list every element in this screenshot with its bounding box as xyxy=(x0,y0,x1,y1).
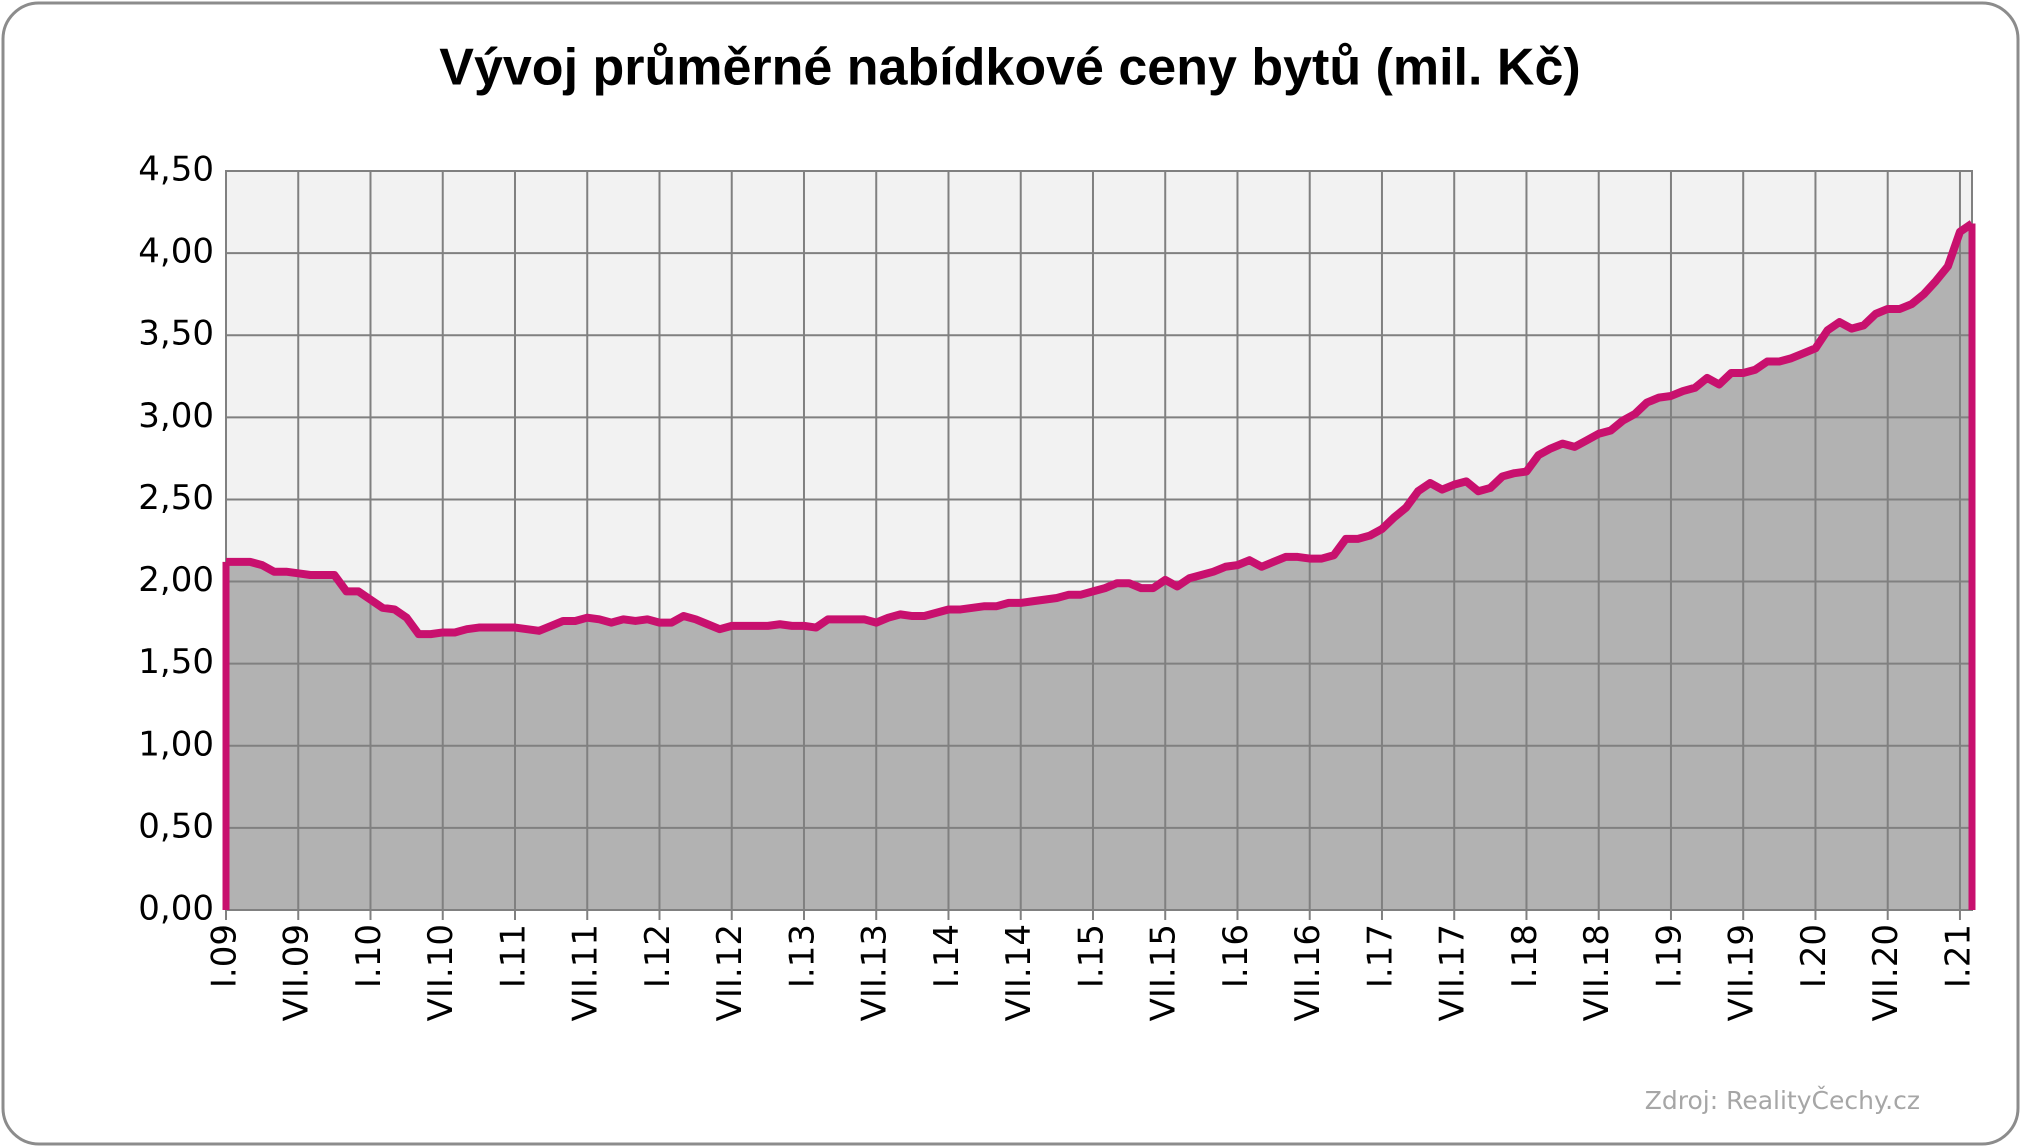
x-tick-label: I.19 xyxy=(1649,924,1689,988)
x-tick-label: I.16 xyxy=(1216,924,1256,988)
source-note: Zdroj: RealityČechy.cz xyxy=(1645,1085,1920,1115)
y-tick-label: 4,00 xyxy=(138,232,214,272)
x-tick-label: I.18 xyxy=(1505,924,1545,988)
y-tick-label: 1,50 xyxy=(138,642,214,682)
line xyxy=(226,220,1975,639)
x-tick-label: I.17 xyxy=(1360,924,1400,988)
y-tick-label: 0,00 xyxy=(138,889,214,929)
y-tick-label: 0,50 xyxy=(138,806,214,846)
x-tick-label: VII.11 xyxy=(566,924,606,1021)
x-tick-label: I.11 xyxy=(493,924,533,988)
x-tick-label: I.20 xyxy=(1794,924,1834,988)
x-tick-label: VII.14 xyxy=(999,924,1039,1021)
chart-title: Vývoj průměrné nabídkové ceny bytů (mil.… xyxy=(439,39,1580,97)
x-tick-label: VII.19 xyxy=(1722,924,1762,1021)
area-fill xyxy=(226,223,1972,910)
y-tick-label: 2,50 xyxy=(138,478,214,518)
x-tick-label: VII.15 xyxy=(1144,924,1184,1021)
x-tick-label: I.15 xyxy=(1071,924,1111,988)
y-tick-label: 1,00 xyxy=(138,724,214,764)
x-tick-label: VII.12 xyxy=(710,924,750,1021)
x-tick-label: VII.09 xyxy=(277,924,317,1021)
x-tick-label: I.09 xyxy=(205,924,245,988)
y-tick-label: 3,50 xyxy=(138,314,214,354)
x-tick-label: VII.13 xyxy=(855,924,895,1021)
y-tick-label: 2,00 xyxy=(138,560,214,600)
x-tick-label: I.12 xyxy=(638,924,678,988)
x-tick-label: I.10 xyxy=(349,924,389,988)
y-tick-label: 3,00 xyxy=(138,396,214,436)
x-tick-label: VII.17 xyxy=(1433,924,1473,1021)
x-tick-label: VII.20 xyxy=(1866,924,1906,1021)
y-tick-label: 4,50 xyxy=(138,150,214,190)
x-tick-label: VII.10 xyxy=(421,924,461,1021)
x-tick-label: I.14 xyxy=(927,924,967,988)
x-tick-label: VII.16 xyxy=(1288,924,1328,1021)
x-tick-label: I.21 xyxy=(1938,924,1978,988)
x-tick-label: I.13 xyxy=(782,924,822,988)
x-tick-label: VII.18 xyxy=(1577,924,1617,1021)
